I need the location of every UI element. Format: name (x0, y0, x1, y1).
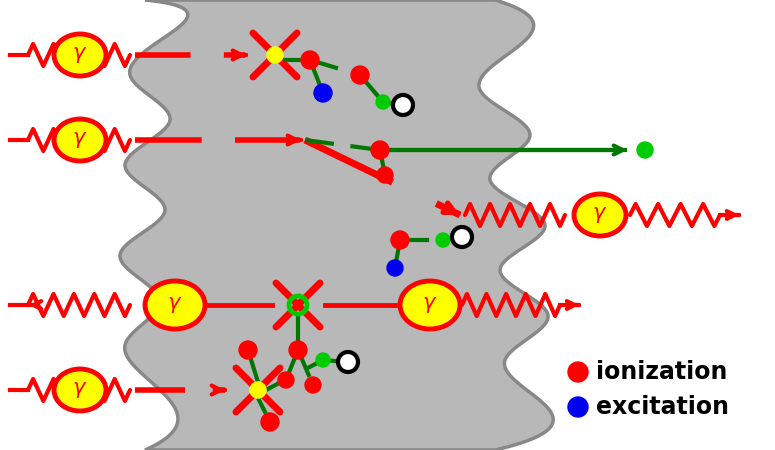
Ellipse shape (400, 281, 460, 329)
Circle shape (376, 95, 390, 109)
Circle shape (387, 260, 403, 276)
Circle shape (452, 227, 472, 247)
Polygon shape (120, 0, 553, 450)
Circle shape (314, 84, 332, 102)
Circle shape (250, 382, 266, 398)
Circle shape (278, 372, 294, 388)
Circle shape (568, 362, 588, 382)
Circle shape (393, 95, 413, 115)
Circle shape (316, 353, 330, 367)
Circle shape (568, 397, 588, 417)
Text: $\gamma$: $\gamma$ (72, 45, 88, 65)
Text: $\gamma$: $\gamma$ (72, 130, 88, 150)
Text: $\gamma$: $\gamma$ (422, 295, 438, 315)
Circle shape (391, 231, 409, 249)
Circle shape (338, 352, 358, 372)
Ellipse shape (574, 194, 626, 236)
Text: $\gamma$: $\gamma$ (167, 295, 183, 315)
Circle shape (305, 377, 321, 393)
Circle shape (377, 167, 393, 183)
Circle shape (267, 47, 283, 63)
Circle shape (351, 66, 369, 84)
Text: $\gamma$: $\gamma$ (72, 380, 88, 400)
Text: ionization: ionization (596, 360, 728, 384)
Ellipse shape (54, 369, 106, 411)
Text: excitation: excitation (596, 395, 729, 419)
Ellipse shape (145, 281, 205, 329)
Circle shape (436, 233, 450, 247)
Text: $\gamma$: $\gamma$ (592, 205, 608, 225)
Circle shape (637, 142, 653, 158)
Circle shape (371, 141, 389, 159)
Circle shape (301, 51, 319, 69)
Circle shape (261, 413, 279, 431)
Ellipse shape (54, 34, 106, 76)
Ellipse shape (54, 119, 106, 161)
Circle shape (239, 341, 257, 359)
Circle shape (289, 341, 307, 359)
